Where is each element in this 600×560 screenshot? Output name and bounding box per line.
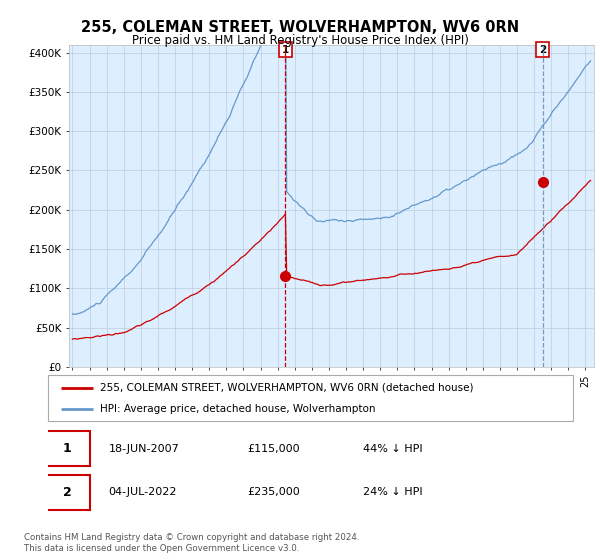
Text: 18-JUN-2007: 18-JUN-2007	[109, 444, 179, 454]
Text: HPI: Average price, detached house, Wolverhampton: HPI: Average price, detached house, Wolv…	[101, 404, 376, 414]
FancyBboxPatch shape	[48, 375, 573, 421]
Text: £115,000: £115,000	[248, 444, 300, 454]
Text: Contains HM Land Registry data © Crown copyright and database right 2024.
This d: Contains HM Land Registry data © Crown c…	[24, 533, 359, 553]
Text: 24% ↓ HPI: 24% ↓ HPI	[363, 487, 422, 497]
Text: 44% ↓ HPI: 44% ↓ HPI	[363, 444, 422, 454]
FancyBboxPatch shape	[46, 474, 90, 510]
Text: 255, COLEMAN STREET, WOLVERHAMPTON, WV6 0RN (detached house): 255, COLEMAN STREET, WOLVERHAMPTON, WV6 …	[101, 382, 474, 393]
Text: 2: 2	[63, 486, 72, 498]
FancyBboxPatch shape	[46, 431, 90, 466]
Text: 04-JUL-2022: 04-JUL-2022	[109, 487, 177, 497]
Text: £235,000: £235,000	[248, 487, 300, 497]
Text: 1: 1	[282, 45, 289, 55]
Text: 2: 2	[539, 45, 547, 55]
Text: 1: 1	[63, 442, 72, 455]
Text: 255, COLEMAN STREET, WOLVERHAMPTON, WV6 0RN: 255, COLEMAN STREET, WOLVERHAMPTON, WV6 …	[81, 20, 519, 35]
Text: Price paid vs. HM Land Registry's House Price Index (HPI): Price paid vs. HM Land Registry's House …	[131, 34, 469, 46]
